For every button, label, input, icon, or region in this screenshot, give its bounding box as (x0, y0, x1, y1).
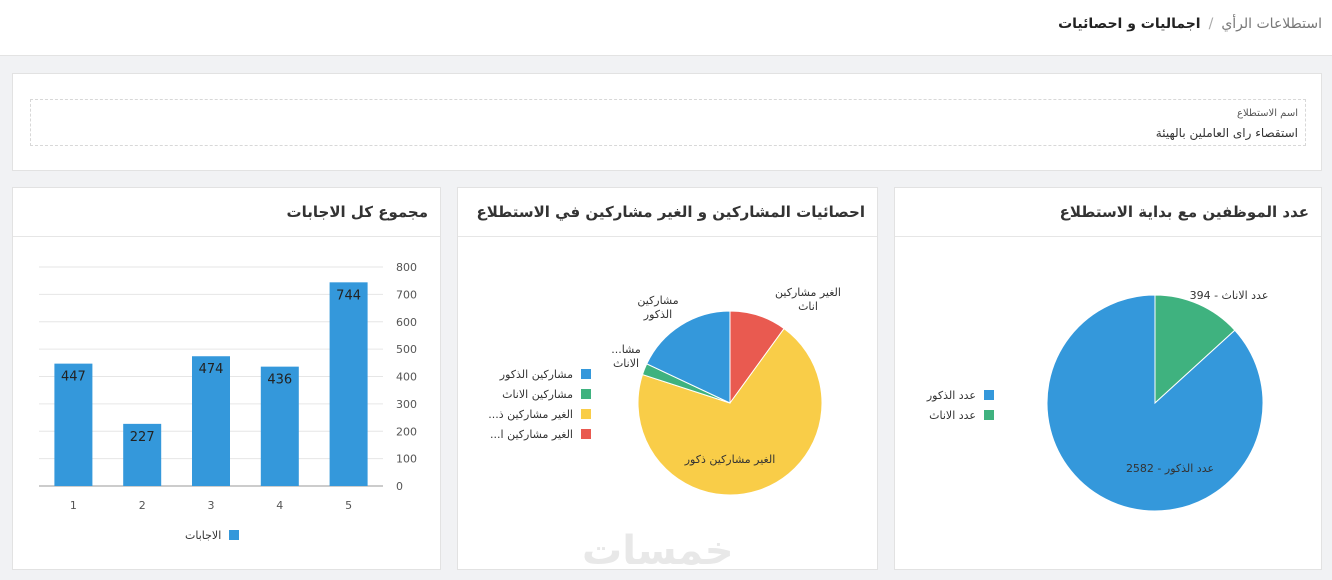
legend-label: مشاركين الذكور (499, 367, 573, 381)
answers-legend: الاجابات (185, 525, 240, 545)
answers-card: مجموع كل الاجابات 0 100 200 300 400 500 600 700… (12, 187, 441, 570)
legend-item-females[interactable]: عدد الاناث (927, 405, 994, 425)
breadcrumb-parent-link[interactable]: استطلاعات الرأي (1221, 16, 1322, 32)
breadcrumb-current: اجماليات و احصائيات (1058, 16, 1201, 32)
participants-pie-slice-label-4: الغير مشاركين اناث (775, 286, 841, 313)
employees-pie-chart: عدد الذكور - 2582 عدد الاناث - 394 (1046, 289, 1269, 512)
legend-swatch (581, 369, 591, 379)
y-tick-label: 600 (396, 316, 417, 329)
participants-pie-slice-label-2: مشا... الاناث (611, 343, 641, 370)
participants-card-title: احصائيات المشاركين و الغير مشاركين في ال… (476, 203, 865, 221)
answers-bar-chart: 0 100 200 300 400 500 600 700 800 447 1 227 2 474 3 436… (39, 261, 417, 512)
y-tick-label: 700 (396, 288, 417, 301)
bar-2[interactable] (123, 423, 162, 486)
x-tick-label: 3 (208, 499, 215, 512)
y-tick-label: 0 (396, 480, 403, 493)
participants-card-header: احصائيات المشاركين و الغير مشاركين في ال… (458, 188, 877, 237)
employees-card-title: عدد الموظفين مع بداية الاستطلاع (1059, 203, 1309, 221)
legend-label: الاجابات (185, 528, 222, 542)
participants-pie-slice-label-1: مشاركين الذكور (637, 294, 678, 321)
bar-value-label: 744 (336, 288, 361, 303)
y-tick-label: 500 (396, 343, 417, 356)
bar-3[interactable] (192, 356, 230, 486)
y-tick-label: 300 (396, 398, 417, 411)
legend-item-female-nonparticipants[interactable]: الغير مشاركين ا... (488, 424, 591, 444)
bar-5[interactable] (329, 282, 368, 486)
legend-swatch (984, 390, 994, 400)
x-tick-label: 1 (70, 499, 77, 512)
participants-legend: مشاركين الذكور مشاركين الاناث الغير مشار… (488, 364, 591, 444)
legend-item-male-nonparticipants[interactable]: الغير مشاركين ذ... (488, 404, 591, 424)
legend-label: عدد الذكور (926, 388, 976, 402)
top-bar: استطلاعات الرأي / اجماليات و احصائيات (0, 0, 1332, 56)
x-tick-label: 2 (139, 499, 146, 512)
bar-4[interactable] (260, 366, 299, 486)
legend-label: الغير مشاركين ذ... (488, 407, 573, 421)
employees-card-header: عدد الموظفين مع بداية الاستطلاع (895, 188, 1321, 237)
legend-swatch (581, 409, 591, 419)
y-tick-label: 200 (396, 425, 417, 438)
survey-info-panel: اسم الاستطلاع استقصاء راى العاملين بالهي… (12, 73, 1322, 171)
bar-value-label: 227 (130, 430, 155, 445)
y-tick-label: 100 (396, 453, 417, 466)
participants-pie-slice-3[interactable] (637, 327, 823, 496)
employees-card: عدد الموظفين مع بداية الاستطلاع عدد الذك… (894, 187, 1322, 570)
x-tick-label: 5 (345, 499, 352, 512)
legend-item-female-participants[interactable]: مشاركين الاناث (488, 384, 591, 404)
legend-swatch (581, 429, 591, 439)
employees-pie-slice-1[interactable] (1046, 294, 1264, 512)
legend-swatch (229, 530, 240, 540)
survey-name-label: اسم الاستطلاع (1236, 108, 1298, 119)
legend-item-answers[interactable]: الاجابات (185, 525, 240, 545)
legend-swatch (581, 389, 591, 399)
bar-1[interactable] (54, 363, 93, 486)
survey-name-value: استقصاء راى العاملين بالهيئة (1155, 126, 1298, 140)
employees-pie-slice-label-2: عدد الاناث - 394 (1190, 289, 1269, 302)
employees-pie-slice-label-1: عدد الذكور - 2582 (1126, 462, 1214, 475)
legend-item-male-participants[interactable]: مشاركين الذكور (488, 364, 591, 384)
participants-card: احصائيات المشاركين و الغير مشاركين في ال… (457, 187, 878, 570)
breadcrumb: استطلاعات الرأي / اجماليات و احصائيات (1058, 16, 1322, 32)
employees-legend: عدد الذكور عدد الاناث (927, 385, 994, 425)
y-tick-label: 400 (396, 371, 417, 384)
legend-label: عدد الاناث (929, 408, 976, 422)
legend-swatch (984, 410, 994, 420)
legend-label: مشاركين الاناث (502, 387, 573, 401)
employees-pie-slice-2[interactable] (1154, 294, 1236, 405)
participants-pie-slice-1[interactable] (646, 310, 731, 404)
legend-item-males[interactable]: عدد الذكور (927, 385, 994, 405)
watermark-logo: خمسات (582, 528, 734, 574)
bar-value-label: 447 (61, 370, 86, 385)
bar-value-label: 474 (199, 362, 224, 377)
breadcrumb-separator: / (1208, 16, 1214, 32)
answers-card-header: مجموع كل الاجابات (13, 188, 440, 237)
participants-pie-slice-label-3: الغير مشاركين ذكور (684, 453, 776, 466)
x-tick-label: 4 (276, 499, 283, 512)
y-tick-label: 800 (396, 261, 417, 274)
legend-label: الغير مشاركين ا... (490, 427, 573, 441)
participants-pie-chart: مشاركين الذكور مشا... الاناث الغير مشاركين ذ… (611, 286, 841, 496)
answers-card-title: مجموع كل الاجابات (286, 203, 428, 221)
survey-name-field: اسم الاستطلاع استقصاء راى العاملين بالهي… (30, 99, 1306, 146)
bar-value-label: 436 (267, 373, 292, 388)
